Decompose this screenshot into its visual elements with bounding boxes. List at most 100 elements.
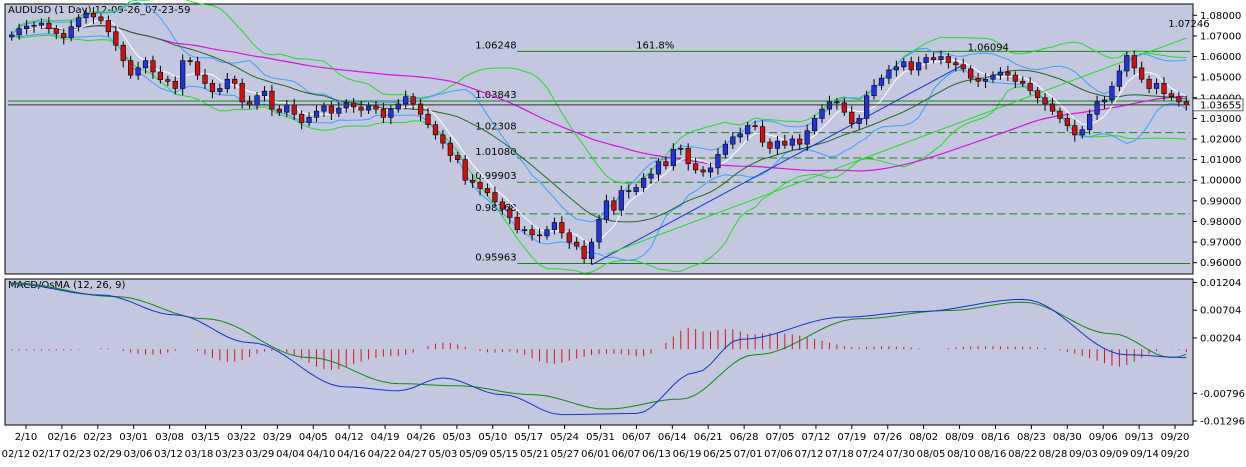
bear-candle [1131, 55, 1137, 69]
trend-line [591, 64, 964, 266]
x-tick-label-top: 09/20 [1161, 432, 1190, 443]
bear-candle [685, 147, 691, 165]
macd-y-tick-label: -0.00796 [1200, 389, 1245, 400]
bear-candle [358, 106, 364, 111]
x-tick-label-bottom: 05/09 [459, 449, 488, 460]
channel-line [606, 37, 1187, 255]
bull-candle [343, 102, 349, 109]
bear-candle [700, 169, 706, 173]
bear-candle [269, 90, 275, 110]
x-tick-label-top: 02/23 [83, 432, 112, 443]
bear-candle [752, 125, 758, 127]
fib-level-label: 1.01080 [475, 147, 516, 158]
x-tick-label-bottom: 04/22 [368, 449, 397, 460]
bull-candle [670, 149, 676, 167]
x-tick-label-bottom: 09/09 [1100, 449, 1129, 460]
x-tick-label-top: 03/15 [191, 432, 220, 443]
bear-candle [930, 57, 937, 60]
price-y-tick-label: 1.03000 [1200, 114, 1241, 125]
bear-candle [239, 83, 245, 103]
signal-line [11, 282, 1187, 410]
x-tick-label-top: 06/28 [730, 432, 759, 443]
bear-candle [566, 232, 572, 243]
bear-candle [693, 163, 699, 171]
bull-candle [217, 88, 223, 92]
bear-candle [841, 102, 847, 113]
peak-price-label: 1.06094 [968, 43, 1009, 54]
macd-y-tick-label: 0.01204 [1200, 278, 1241, 289]
bull-candle [180, 60, 186, 89]
bear-candle [1005, 71, 1011, 76]
x-tick-label-top: 07/26 [873, 432, 902, 443]
bear-candle [53, 28, 59, 34]
x-tick-label-top: 05/17 [514, 432, 543, 443]
bear-candle [953, 62, 959, 66]
bull-candle [878, 77, 885, 86]
x-tick-label-top: 07/05 [766, 432, 795, 443]
bear-candle [581, 245, 587, 259]
x-tick-label-bottom: 02/29 [93, 449, 122, 460]
bear-candle [834, 101, 840, 104]
bull-candle [142, 60, 149, 69]
bull-candle [811, 118, 818, 132]
bull-candle [1094, 101, 1100, 115]
macd-y-tick-label: -0.01296 [1200, 417, 1245, 428]
bear-candle [663, 161, 669, 167]
current-price-label: 1.03655 [1200, 100, 1241, 111]
bull-candle [923, 57, 929, 64]
x-tick-label-bottom: 07/12 [795, 449, 824, 460]
bear-candle [536, 234, 543, 237]
bull-candle [618, 190, 624, 211]
price-y-tick-label: 0.98000 [1200, 217, 1241, 228]
fib-ratio-label: 161.8% [636, 40, 674, 51]
bear-candle [113, 31, 119, 46]
bull-candle [596, 219, 602, 243]
x-tick-label-bottom: 09/03 [1069, 449, 1098, 460]
bull-candle [261, 90, 268, 97]
bear-candle [611, 200, 617, 211]
price-y-tick-label: 1.05000 [1200, 73, 1241, 84]
bear-candle [291, 104, 297, 115]
bear-candle [194, 61, 201, 76]
bear-candle [447, 142, 453, 156]
bear-candle [98, 16, 104, 21]
bear-candle [46, 22, 52, 30]
bear-candle [1042, 97, 1048, 105]
bear-candle [470, 179, 476, 183]
bull-candle [804, 130, 810, 145]
bear-candle [1176, 96, 1182, 103]
peak-price-label: 1.07246 [1168, 19, 1209, 30]
macd-y-tick-label: 0.00704 [1200, 306, 1241, 317]
bear-candle [908, 61, 914, 71]
bear-candle [165, 79, 171, 82]
price-y-tick-label: 1.06000 [1200, 52, 1241, 63]
bull-candle [1079, 129, 1085, 136]
x-tick-label-top: 03/29 [263, 432, 292, 443]
price-y-tick-label: 1.00000 [1200, 176, 1241, 187]
current-price-box [1192, 98, 1244, 112]
bear-candle [759, 126, 766, 143]
x-tick-label-bottom: 03/18 [185, 449, 214, 460]
macd-layer [11, 282, 1187, 416]
bull-candle [9, 34, 15, 38]
macd-y-tick-label: 0.00204 [1200, 333, 1241, 344]
bull-candle [640, 177, 647, 188]
bull-candle [916, 62, 922, 71]
bull-candle [135, 67, 141, 76]
bollinger-upper-outer [11, 0, 1187, 185]
x-tick-label-bottom: 02/12 [2, 449, 31, 460]
bear-candle [477, 181, 483, 189]
x-tick-label-bottom: 06/13 [642, 449, 671, 460]
price-y-tick-label: 0.97000 [1200, 238, 1241, 249]
x-tick-label-bottom: 07/24 [856, 449, 885, 460]
bull-candle [745, 125, 751, 135]
x-tick-label-bottom: 04/16 [337, 449, 366, 460]
x-tick-label-bottom: 05/27 [551, 449, 580, 460]
bull-candle [306, 117, 312, 123]
bear-candle [202, 74, 208, 84]
bull-candle [774, 140, 781, 149]
x-tick-label-top: 2/10 [15, 432, 37, 443]
x-tick-label-bottom: 02/17 [32, 449, 61, 460]
bear-candle [462, 159, 468, 181]
x-tick-label-top: 04/26 [407, 432, 436, 443]
